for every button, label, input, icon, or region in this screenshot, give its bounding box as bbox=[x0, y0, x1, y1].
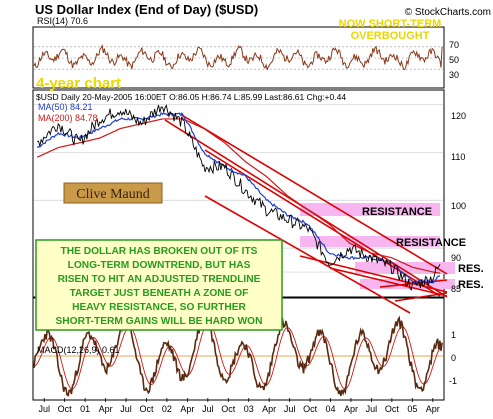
ma200-line bbox=[36, 118, 441, 274]
rsi-tick-70: 70 bbox=[449, 40, 459, 50]
price-tick-85: 85 bbox=[451, 284, 461, 294]
x-tick-label-14: 04 bbox=[326, 404, 336, 414]
x-tick-label-10: 03 bbox=[244, 404, 254, 414]
price-tick-90: 90 bbox=[451, 253, 461, 263]
resistance-label-3: RES. bbox=[458, 263, 484, 275]
x-tick-label-16: Jul bbox=[366, 404, 378, 414]
x-tick-label-12: Jul bbox=[284, 404, 296, 414]
commentary-line-6: SHORT-TERM GAINS WILL BE HARD WON bbox=[56, 316, 263, 327]
trendline-1 bbox=[179, 113, 448, 275]
price-plot bbox=[36, 104, 441, 291]
x-tick-label-4: Jul bbox=[120, 404, 132, 414]
x-tick-label-3: Apr bbox=[99, 404, 113, 414]
resistance-band-2 bbox=[300, 236, 440, 247]
commentary-line-4: TARGET JUST BENEATH A ZONE OF bbox=[70, 288, 249, 299]
x-tick-label-18: 05 bbox=[407, 404, 417, 414]
x-tick-label-5: Oct bbox=[139, 404, 154, 414]
macd-plot bbox=[33, 315, 443, 397]
commentary-line-2: LONG-TERM DOWNTREND, BUT HAS bbox=[68, 260, 251, 271]
x-tick-label-15: Apr bbox=[344, 404, 358, 414]
author-name: Clive Maund bbox=[76, 187, 150, 202]
macd-label: MACD(12,26,9) 0.61 bbox=[37, 345, 120, 355]
x-axis: Jul Oct 01 Apr Jul Oct 02 Apr Jul Oct 03 Apr Jul Oct 0… bbox=[38, 398, 440, 414]
trendline-6 bbox=[329, 267, 448, 297]
trendline-7 bbox=[379, 279, 448, 288]
overbought-note-line2: OVERBOUGHT bbox=[351, 30, 430, 42]
x-tick-label-8: Jul bbox=[202, 404, 214, 414]
commentary-line-3: RISEN TO HIT AN ADJUSTED TRENDLINE bbox=[58, 274, 261, 285]
ma50-label: MA(50) 84.21 bbox=[38, 102, 93, 112]
ma200-label: MA(200) 84.78 bbox=[38, 113, 98, 123]
rsi-panel bbox=[32, 26, 445, 89]
x-tick-label-0: Jul bbox=[38, 404, 50, 414]
resistance-label-4: RES. bbox=[458, 279, 484, 291]
overbought-note-line1: NOW SHORT-TERM bbox=[339, 18, 442, 30]
price-info-line: $USD Daily 20-May-2005 16:00ET O:86.05 H… bbox=[36, 92, 346, 102]
author-box bbox=[63, 182, 163, 204]
commentary-line-5: HEAVY RESISTANCE, SO FURTHER bbox=[72, 302, 246, 313]
price-tick-120: 120 bbox=[451, 111, 466, 121]
rsi-tick-50: 50 bbox=[449, 55, 459, 65]
x-tick-label-6: 02 bbox=[162, 404, 172, 414]
commentary-line-1: THE DOLLAR HAS BROKEN OUT OF ITS bbox=[61, 246, 258, 257]
macd-tick-0: 0 bbox=[451, 353, 456, 363]
price-line bbox=[37, 104, 441, 291]
x-tick-label-2: 01 bbox=[80, 404, 90, 414]
x-tick-label-13: Oct bbox=[303, 404, 318, 414]
period-label: 4-year chart bbox=[36, 75, 121, 92]
price-tick-110: 110 bbox=[451, 152, 465, 162]
x-tick-label-17: Oct bbox=[385, 404, 400, 414]
rsi-plot bbox=[33, 44, 443, 71]
x-tick-label-7: Apr bbox=[180, 404, 194, 414]
x-tick-label-11: Apr bbox=[262, 404, 276, 414]
rsi-tick-30: 30 bbox=[449, 70, 459, 80]
trendline-4 bbox=[204, 195, 411, 314]
macd-tick-1: 1 bbox=[451, 330, 456, 340]
x-tick-label-9: Oct bbox=[221, 404, 236, 414]
x-tick-label-1: Oct bbox=[58, 404, 73, 414]
resistance-label-2: RESISTANCE bbox=[396, 237, 466, 249]
x-tick-label-19: Apr bbox=[426, 404, 440, 414]
rsi-label: RSI(14) 70.6 bbox=[37, 16, 88, 26]
macd-line bbox=[33, 315, 443, 397]
macd-tick-neg1: -1 bbox=[449, 376, 457, 386]
commentary-box bbox=[35, 239, 283, 331]
resistance-label-1: RESISTANCE bbox=[362, 206, 432, 218]
trendline-8 bbox=[394, 292, 448, 302]
credit-text: © StockCharts.com bbox=[405, 7, 491, 18]
macd-signal-line bbox=[33, 322, 443, 390]
rsi-line bbox=[33, 44, 443, 71]
chart-title: US Dollar Index (End of Day) ($USD) bbox=[35, 2, 258, 17]
price-tick-100: 100 bbox=[451, 201, 466, 211]
